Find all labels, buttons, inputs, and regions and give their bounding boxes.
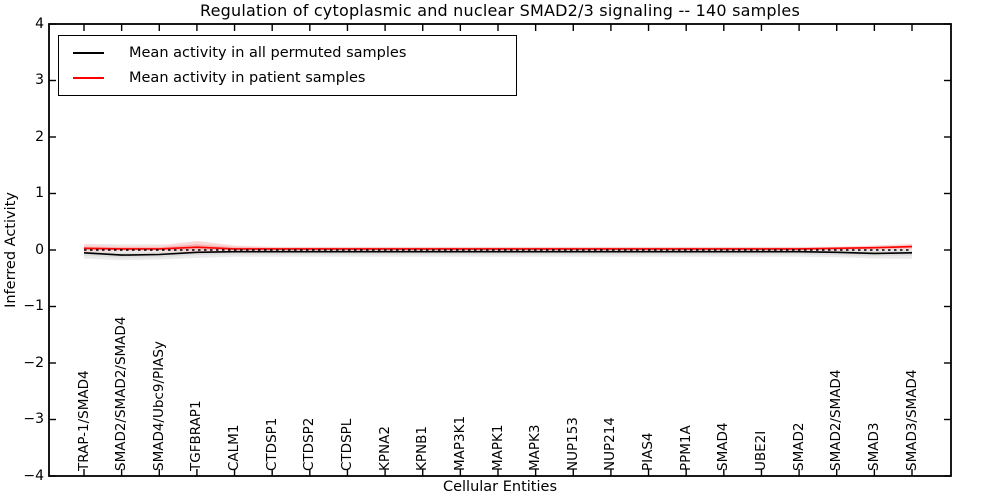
chart-title: Regulation of cytoplasmic and nuclear SM… <box>199 1 801 20</box>
x-tick-label: KPNB1 <box>414 426 431 471</box>
x-tick-label: MAPK3 <box>527 424 544 471</box>
y-tick-label: −2 <box>23 354 44 371</box>
y-tick-label: −1 <box>23 298 44 314</box>
x-tick-label: CTDSP2 <box>301 417 318 471</box>
x-tick-label: CTDSPL <box>338 418 355 471</box>
x-tick-label: UBE2I <box>752 430 769 471</box>
x-tick-label: MAPK1 <box>489 424 506 471</box>
y-tick-label: −4 <box>23 467 44 484</box>
x-tick-label: MAP3K1 <box>451 415 468 471</box>
y-tick-label: 1 <box>35 185 44 201</box>
y-tick-label: 2 <box>35 128 44 145</box>
legend-line-sample-black <box>73 52 104 54</box>
x-tick-label: PIAS4 <box>640 432 657 471</box>
x-tick-label: PPM1A <box>677 425 694 471</box>
x-tick-label: SMAD2/SMAD2/SMAD4 <box>113 316 130 471</box>
x-tick-label: SMAD3 <box>865 422 882 471</box>
legend-label: Mean activity in patient samples <box>129 70 366 86</box>
y-tick-label: 4 <box>35 15 44 32</box>
y-tick-label: 3 <box>35 72 44 88</box>
x-tick-label: CTDSP1 <box>263 417 280 471</box>
x-tick-label: NUP214 <box>602 417 619 471</box>
x-tick-label: SMAD2/SMAD4 <box>828 369 845 471</box>
x-tick-label: KPNA2 <box>376 426 393 471</box>
x-tick-label: SMAD4 <box>715 422 732 471</box>
x-axis-title: Cellular Entities <box>442 479 558 495</box>
x-tick-label: TGFBRAP1 <box>188 400 205 471</box>
legend-line-sample-red <box>73 77 104 79</box>
legend-entry-permuted: Mean activity in all permuted samples <box>73 45 516 61</box>
series-line-permuted <box>83 250 913 256</box>
y-tick-label: 0 <box>35 241 44 258</box>
x-tick-label: SMAD3/SMAD4 <box>903 369 920 471</box>
x-tick-label: NUP153 <box>564 417 581 471</box>
x-tick-label: SMAD4/Ubc9/PIASy <box>150 341 167 471</box>
series-line-patient <box>83 245 913 250</box>
legend-label: Mean activity in all permuted samples <box>129 45 407 61</box>
x-tick-label: CALM1 <box>226 424 243 471</box>
y-tick-label: −3 <box>23 411 44 427</box>
legend-entry-patient: Mean activity in patient samples <box>73 70 516 86</box>
legend: Mean activity in all permuted samples Me… <box>58 35 517 96</box>
x-tick-label: TRAP-1/SMAD4 <box>75 370 92 471</box>
x-tick-label: SMAD2 <box>790 422 807 471</box>
